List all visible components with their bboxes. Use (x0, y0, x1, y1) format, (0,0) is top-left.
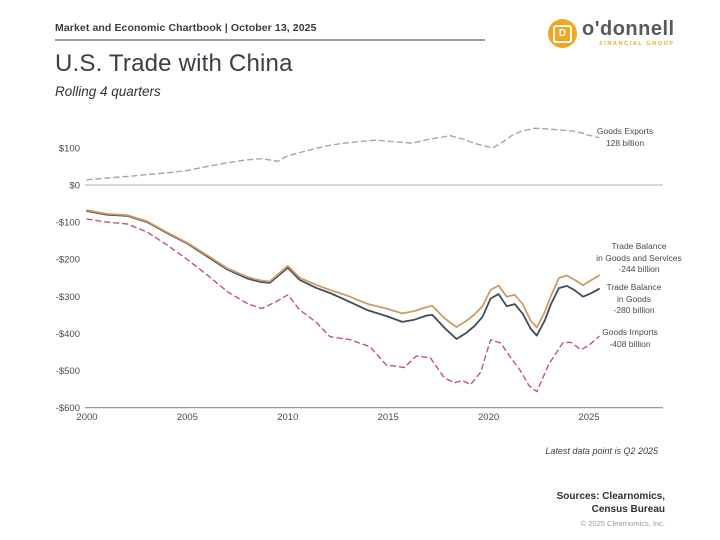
series-line-goods-exports (86, 127, 600, 181)
x-axis-label: 2000 (76, 412, 97, 423)
annotation-value: -244 billion (618, 264, 660, 274)
sources-line: Census Bureau (591, 504, 665, 515)
annotation-trade-balance-goods: Trade Balance in Goods -280 billion (584, 282, 684, 317)
odonnell-logo-icon: D (548, 19, 577, 48)
page-title: U.S. Trade with China (55, 50, 293, 77)
annotation-value: -280 billion (613, 305, 655, 315)
annotation-line: in Goods (616, 293, 652, 304)
logo-tagline: FINANCIAL GROUP (599, 41, 675, 47)
page-subtitle: Rolling 4 quarters (55, 84, 161, 99)
annotation-line: Goods Exports (596, 126, 654, 136)
logo-name: o'donnell (582, 18, 675, 40)
x-axis-label: 2005 (177, 412, 198, 423)
y-axis-label: -$500 (56, 366, 80, 377)
series-line-trade-balance-in-goods-and-services (86, 209, 600, 329)
annotation-value: -408 billion (609, 338, 651, 349)
series-line-goods-imports (86, 218, 600, 393)
logo-text: o'donnell FINANCIAL GROUP (582, 19, 675, 47)
y-axis-label: -$600 (56, 403, 80, 414)
y-axis-label: -$100 (56, 218, 80, 229)
annotation-line: Goods Imports (602, 327, 658, 337)
annotation-goods-imports: Goods Imports -408 billion (580, 327, 680, 350)
x-axis-label: 2010 (277, 412, 298, 423)
series-line-trade-balance-in-goods (86, 210, 600, 340)
annotation-goods-exports: Goods Exports 128 billion (570, 126, 680, 149)
y-axis-label: -$400 (56, 329, 80, 340)
annotation-line: Trade Balance (606, 282, 662, 292)
odonnell-logo: D o'donnell FINANCIAL GROUP (548, 19, 675, 48)
logo-d-badge: D (553, 24, 572, 43)
x-axis-label: 2015 (378, 412, 399, 423)
y-axis-label: -$200 (56, 255, 80, 266)
annotation-trade-balance-goods-services: Trade Balance in Goods and Services -244… (576, 241, 702, 276)
y-axis-label: $100 (59, 143, 80, 154)
latest-data-footnote: Latest data point is Q2 2025 (545, 446, 658, 456)
header-divider (55, 39, 485, 41)
annotation-line: in Goods and Services (596, 252, 682, 263)
logo-letter: D (558, 27, 567, 39)
x-axis-label: 2020 (478, 412, 499, 423)
copyright-note: © 2025 Clearnomics, Inc. (580, 519, 665, 528)
y-axis-label: -$300 (56, 292, 80, 303)
annotation-line: Trade Balance (611, 241, 667, 251)
y-axis-label: $0 (69, 181, 80, 192)
sources-note: Sources: Clearnomics, Census Bureau (430, 490, 665, 516)
annotation-value: 128 billion (605, 137, 645, 148)
x-axis-label: 2025 (578, 412, 599, 423)
sources-line: Sources: Clearnomics, (556, 491, 665, 502)
chartbook-header: Market and Economic Chartbook | October … (55, 22, 317, 34)
